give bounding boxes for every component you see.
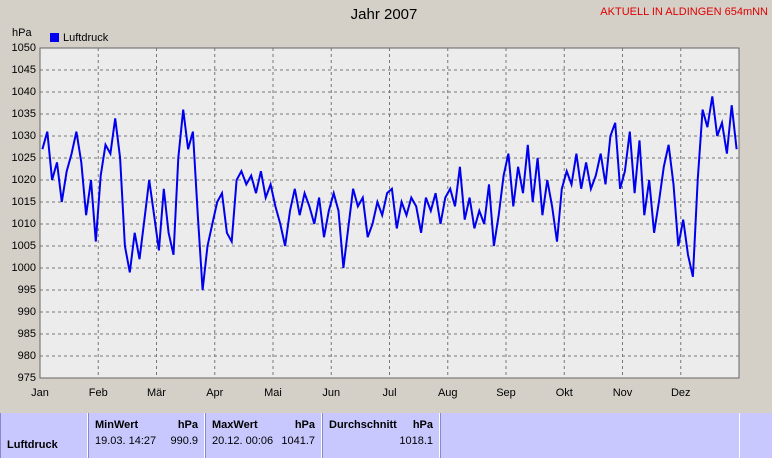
stats-cell: Durchschnitt hPa 1018.1 [322,413,440,458]
y-tick-label: 1040 [12,86,36,98]
x-tick-label: Jul [382,387,396,399]
stats-value: 1018.1 [399,435,433,447]
row-label-cell: Luftdruck [0,413,88,458]
y-tick-label: 1050 [12,42,36,54]
y-tick-label: 975 [18,372,36,384]
y-tick-label: 1025 [12,152,36,164]
y-tick-label: 995 [18,284,36,296]
y-tick-label: 1030 [12,130,36,142]
stats-cell: MaxWert hPa 20.12. 00:06 1041.7 [205,413,322,458]
stats-head-label: MaxWert [212,419,258,431]
x-tick-label: Sep [496,387,516,399]
x-tick-label: Jun [322,387,340,399]
stats-head: MinWert hPa [95,419,198,431]
x-tick-label: Nov [613,387,633,399]
stats-table: Luftdruck MinWert hPa 19.03. 14:27 990.9 Max… [0,413,772,458]
stats-value: 1041.7 [281,435,315,447]
legend-swatch [50,33,59,42]
y-tick-label: 1045 [12,64,36,76]
stats-body: 19.03. 14:27 990.9 [95,435,198,447]
y-tick-label: 1005 [12,240,36,252]
stats-value: 990.9 [170,435,198,447]
stats-body: 1018.1 [329,435,433,447]
x-tick-label: Jan [31,387,49,399]
y-tick-label: 1035 [12,108,36,120]
stats-unit: hPa [412,419,433,431]
y-tick-label: 980 [18,350,36,362]
stats-unit: hPa [177,419,198,431]
x-tick-label: Aug [438,387,458,399]
stats-head: MaxWert hPa [212,419,315,431]
stats-body: 20.12. 00:06 1041.7 [212,435,315,447]
stats-head-label: MinWert [95,419,139,431]
stats-date: 20.12. 00:06 [212,435,274,447]
legend-label: Luftdruck [63,32,109,44]
x-tick-label: Feb [89,387,108,399]
stats-date: 19.03. 14:27 [95,435,157,447]
empty-cell [440,413,740,458]
stats-head: Durchschnitt hPa [329,419,433,431]
y-axis-label: hPa [12,27,32,39]
y-tick-label: 1020 [12,174,36,186]
chart: Jahr 2007 AKTUELL IN ALDINGEN 654mNN hPa… [12,6,769,399]
chart-title: Jahr 2007 [351,6,418,23]
stats-unit: hPa [294,419,315,431]
stats-head-label: Durchschnitt [329,419,397,431]
y-tick-label: 990 [18,306,36,318]
row-label: Luftdruck [7,439,58,451]
x-tick-label: Mai [264,387,282,399]
x-tick-label: Dez [671,387,691,399]
subtitle: AKTUELL IN ALDINGEN 654mNN [600,6,768,18]
y-tick-label: 1000 [12,262,36,274]
y-tick-label: 985 [18,328,36,340]
line [41,96,738,291]
x-tick-label: Mär [147,387,166,399]
stats-cell: MinWert hPa 19.03. 14:27 990.9 [88,413,205,458]
y-tick-label: 1015 [12,196,36,208]
x-tick-label: Apr [206,387,223,399]
y-tick-label: 1010 [12,218,36,230]
x-tick-label: Okt [556,387,573,399]
